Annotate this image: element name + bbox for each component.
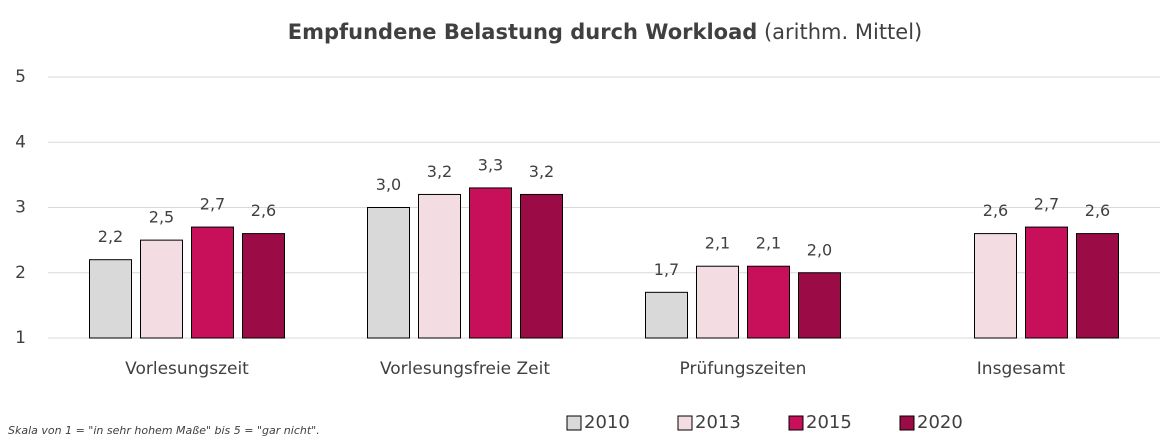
y-tick-label: 2 <box>15 263 26 283</box>
legend-swatch <box>899 415 915 431</box>
bar <box>367 207 410 339</box>
y-tick-label: 1 <box>15 328 26 348</box>
value-label: 2,6 <box>1085 201 1110 220</box>
value-label: 1,7 <box>654 260 679 279</box>
bar <box>798 272 841 339</box>
value-label: 3,0 <box>376 175 401 194</box>
value-label: 2,7 <box>200 195 225 214</box>
bar <box>974 233 1017 339</box>
bar <box>89 259 132 339</box>
y-tick-label: 3 <box>15 198 26 218</box>
bar <box>696 265 739 339</box>
legend-swatch <box>566 415 582 431</box>
value-label: 3,3 <box>478 155 503 174</box>
bar <box>645 291 688 339</box>
value-label: 2,2 <box>98 227 123 246</box>
bar <box>1076 233 1119 339</box>
x-tick-label: Insgesamt <box>977 359 1066 379</box>
bar <box>191 226 234 339</box>
bar <box>747 265 790 339</box>
x-tick-label: Prüfungszeiten <box>680 359 807 379</box>
value-label: 2,5 <box>149 208 174 227</box>
x-tick-label: Vorlesungsfreie Zeit <box>380 359 550 379</box>
bar <box>520 193 563 339</box>
chart-subtitle: (arithm. Mittel) <box>764 20 922 44</box>
chart-title: Empfundene Belastung durch Workload <box>288 20 758 44</box>
legend-label: 2020 <box>917 412 963 433</box>
value-label: 2,6 <box>251 201 276 220</box>
bar <box>1025 226 1068 339</box>
note: Skala von 1 = "in sehr hohem Maße" bis 5… <box>8 424 320 437</box>
legend-swatch <box>677 415 693 431</box>
value-label: 3,2 <box>529 162 554 181</box>
legend-label: 2010 <box>584 412 630 433</box>
bar <box>418 193 461 339</box>
value-label: 2,1 <box>756 234 781 253</box>
value-label: 3,2 <box>427 162 452 181</box>
y-tick-label: 4 <box>15 132 26 152</box>
value-label: 2,6 <box>983 201 1008 220</box>
legend-label: 2015 <box>806 412 852 433</box>
bar <box>469 187 512 339</box>
x-tick-label: Vorlesungszeit <box>125 359 249 379</box>
legend-swatch <box>788 415 804 431</box>
chart-title-group: Empfundene Belastung durch Workload (ari… <box>288 20 922 44</box>
bar <box>242 233 285 339</box>
y-tick-label: 5 <box>15 67 26 87</box>
legend-label: 2013 <box>695 412 741 433</box>
value-label: 2,7 <box>1034 195 1059 214</box>
value-label: 2,0 <box>807 240 832 259</box>
value-label: 2,1 <box>705 234 730 253</box>
bar <box>140 239 183 339</box>
